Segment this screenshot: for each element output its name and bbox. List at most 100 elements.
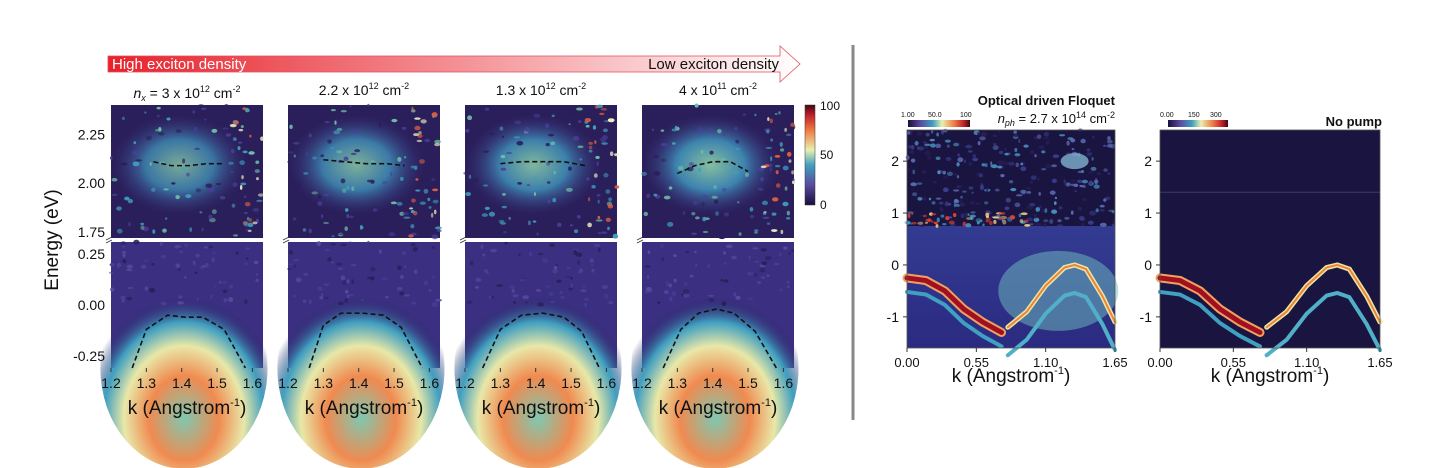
noise-speckle bbox=[374, 132, 378, 136]
colorbar-tick: 1.00 bbox=[901, 112, 915, 119]
noise-speckle bbox=[953, 202, 956, 208]
noise-speckle bbox=[956, 175, 960, 179]
noise-speckle bbox=[972, 157, 979, 162]
noise-speckle bbox=[378, 123, 382, 128]
band-2-line bbox=[1005, 290, 1117, 358]
noise-speckle bbox=[567, 202, 571, 207]
noise-speckle bbox=[419, 201, 426, 205]
noise-speckle bbox=[255, 272, 258, 276]
noise-speckle bbox=[911, 192, 918, 197]
noise-speckle bbox=[581, 226, 588, 230]
noise-speckle bbox=[657, 301, 661, 304]
noise-speckle bbox=[722, 132, 726, 137]
noise-speckle bbox=[1076, 179, 1083, 183]
noise-speckle bbox=[576, 215, 581, 219]
noise-speckle bbox=[572, 135, 580, 141]
noise-speckle bbox=[938, 201, 944, 205]
noise-speckle bbox=[500, 167, 507, 171]
noise-speckle bbox=[708, 298, 715, 303]
noise-speckle bbox=[1059, 134, 1066, 137]
noise-speckle bbox=[336, 150, 343, 154]
y-tick-label: 2 bbox=[1144, 153, 1152, 169]
noise-speckle bbox=[498, 219, 505, 223]
x-tick-label: 1.5 bbox=[384, 375, 404, 391]
exciton-signal bbox=[288, 114, 425, 216]
noise-speckle bbox=[467, 115, 473, 121]
noise-speckle bbox=[1026, 190, 1032, 194]
noise-speckle bbox=[1067, 137, 1074, 141]
noise-speckle bbox=[1088, 180, 1093, 185]
x-axis-label-text: k (Angstrom bbox=[305, 398, 407, 419]
noise-speckle bbox=[551, 114, 555, 118]
noise-speckle bbox=[140, 217, 146, 223]
title-sup: 12 bbox=[200, 84, 210, 94]
noise-speckle bbox=[963, 212, 968, 218]
noise-speckle bbox=[428, 289, 432, 292]
noise-speckle bbox=[594, 105, 599, 109]
title-unit: cm bbox=[556, 82, 579, 98]
noise-speckle bbox=[1070, 210, 1074, 215]
x-tick-label: 0.00 bbox=[1147, 355, 1172, 370]
noise-speckle bbox=[192, 260, 196, 265]
noise-speckle bbox=[791, 180, 796, 185]
noise-speckle bbox=[788, 159, 792, 163]
noise-speckle bbox=[653, 171, 661, 176]
noise-speckle bbox=[786, 210, 790, 216]
noise-speckle bbox=[765, 146, 772, 150]
noise-speckle bbox=[1020, 166, 1027, 172]
noise-speckle bbox=[390, 171, 393, 177]
noise-speckle bbox=[791, 249, 795, 252]
noise-speckle bbox=[782, 246, 788, 250]
noise-speckle bbox=[245, 247, 250, 250]
noise-speckle bbox=[121, 250, 127, 254]
noise-speckle bbox=[1008, 161, 1015, 166]
plot-frame bbox=[906, 129, 1116, 349]
noise-speckle bbox=[346, 218, 350, 222]
noise-speckle bbox=[720, 279, 724, 282]
noise-speckle bbox=[924, 150, 931, 156]
noise-speckle bbox=[232, 137, 237, 141]
noise-speckle bbox=[112, 193, 118, 197]
noise-speckle bbox=[1015, 162, 1019, 168]
y-tick-label: 0 bbox=[1144, 257, 1152, 273]
noise-speckle bbox=[944, 139, 951, 143]
noise-speckle bbox=[766, 129, 770, 134]
noise-speckle bbox=[912, 169, 915, 175]
x-tick-label: 0.55 bbox=[964, 355, 989, 370]
noise-speckle bbox=[722, 262, 728, 265]
noise-speckle bbox=[491, 295, 495, 300]
noise-speckle bbox=[334, 120, 337, 125]
noise-speckle bbox=[968, 161, 973, 167]
noise-speckle bbox=[312, 156, 318, 160]
noise-speckle bbox=[1009, 215, 1016, 220]
noise-speckle bbox=[774, 155, 781, 158]
noise-speckle bbox=[774, 112, 778, 116]
noise-speckle bbox=[434, 209, 437, 215]
noise-speckle bbox=[140, 222, 145, 226]
noise-speckle bbox=[1081, 179, 1088, 184]
noise-speckle bbox=[942, 170, 947, 175]
noise-speckle bbox=[244, 195, 247, 199]
noise-speckle bbox=[1042, 223, 1047, 228]
noise-speckle bbox=[761, 261, 768, 266]
noise-speckle bbox=[652, 154, 660, 159]
noise-speckle bbox=[1087, 171, 1094, 174]
noise-speckle bbox=[1013, 134, 1019, 138]
noise-speckle bbox=[596, 161, 600, 167]
colorbar-tick: 100 bbox=[960, 112, 972, 119]
floquet-title: Optical driven Floquet bbox=[978, 93, 1116, 108]
noise-speckle bbox=[718, 236, 726, 240]
noise-speckle bbox=[160, 241, 163, 246]
noise-speckle bbox=[110, 287, 115, 292]
noise-speckle bbox=[657, 206, 662, 211]
noise-speckle bbox=[134, 166, 140, 171]
noise-speckle bbox=[641, 171, 648, 176]
noise-speckle bbox=[400, 274, 404, 279]
noise-speckle bbox=[1045, 140, 1050, 145]
x-tick-label: 1.4 bbox=[349, 375, 369, 391]
noise-speckle bbox=[195, 188, 202, 193]
heatmap-background bbox=[1160, 130, 1380, 348]
noise-speckle bbox=[1036, 134, 1042, 139]
noise-speckle bbox=[302, 299, 307, 303]
noise-speckle bbox=[605, 217, 611, 222]
